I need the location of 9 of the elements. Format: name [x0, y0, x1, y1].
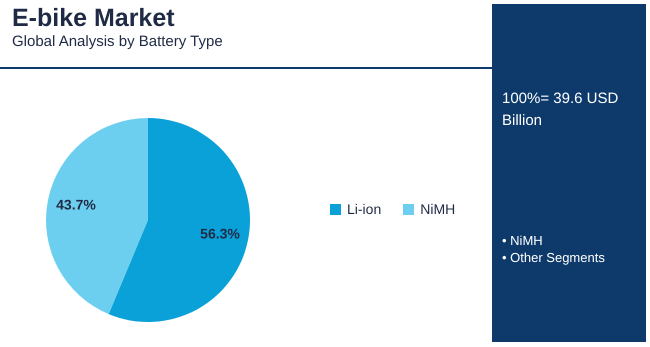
- legend-label: NiMH: [420, 201, 456, 217]
- data-label: 43.7%: [56, 196, 96, 212]
- data-label: 56.3%: [200, 225, 240, 242]
- chart-subtitle: Global Analysis by Battery Type: [12, 33, 223, 50]
- legend-label: Li-ion: [347, 201, 382, 217]
- chart-title: E-bike Market: [12, 4, 175, 33]
- text: • Other Segments: [502, 249, 606, 266]
- text: • NiMH: [502, 232, 544, 249]
- text: 100%= 39.6 USD Billion: [502, 89, 620, 131]
